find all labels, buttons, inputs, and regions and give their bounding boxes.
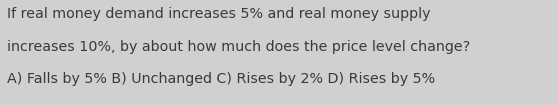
Text: If real money demand increases 5% and real money supply: If real money demand increases 5% and re…: [7, 7, 430, 21]
Text: increases 10%, by about how much does the price level change?: increases 10%, by about how much does th…: [7, 40, 470, 54]
Text: A) Falls by 5% B) Unchanged C) Rises by 2% D) Rises by 5%: A) Falls by 5% B) Unchanged C) Rises by …: [7, 72, 435, 86]
